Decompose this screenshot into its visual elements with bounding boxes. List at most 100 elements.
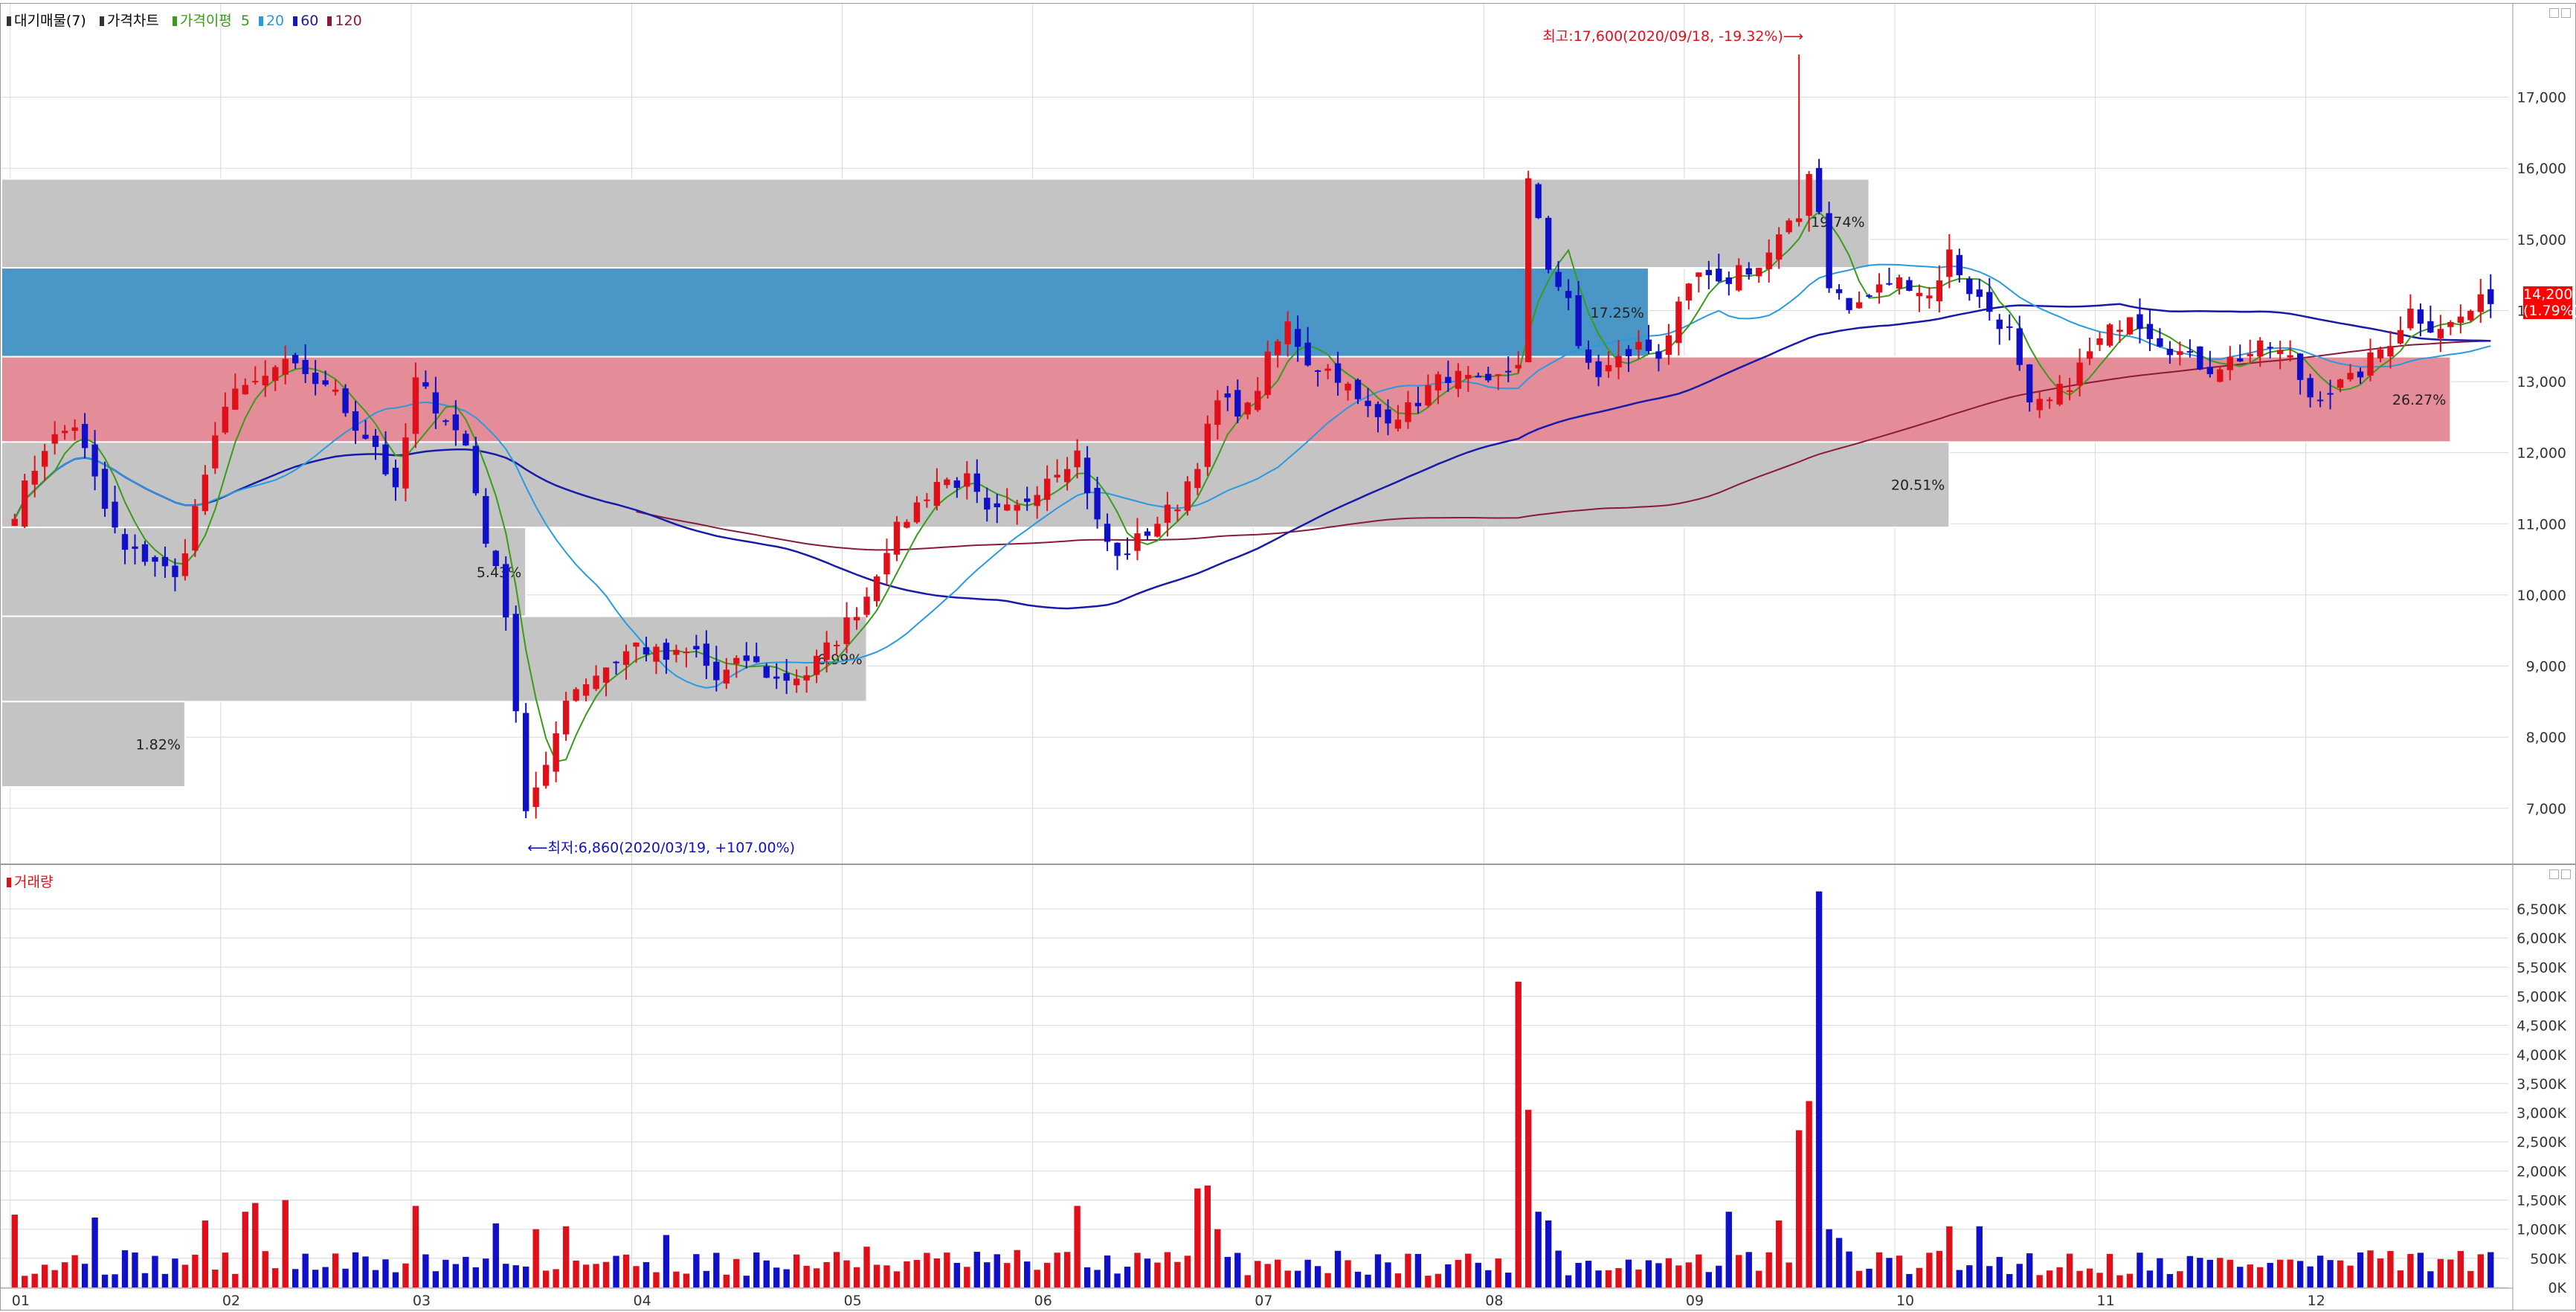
candle-body <box>1394 419 1402 429</box>
candle-body <box>452 414 460 431</box>
volume-bar <box>553 1269 559 1287</box>
candle-body <box>1345 383 1351 390</box>
volume-bar <box>713 1252 720 1287</box>
volume-bar <box>1314 1266 1321 1287</box>
volume-bar <box>1234 1252 1241 1287</box>
volume-bar <box>1976 1226 1983 1287</box>
volume-bar <box>483 1258 489 1287</box>
candle-body <box>1074 450 1081 468</box>
volume-bar <box>181 1264 189 1287</box>
volume-bar <box>964 1267 970 1287</box>
volume-bar <box>2217 1258 2224 1287</box>
volume-axis-tick-label: 6,000K <box>2517 930 2566 947</box>
candle-body <box>51 434 58 444</box>
volume-axis-tick-label: 2,500K <box>2517 1134 2566 1151</box>
candle-body <box>392 467 399 488</box>
candle-body <box>2056 384 2063 405</box>
volume-bar <box>2086 1268 2093 1287</box>
candle-body <box>2106 324 2113 346</box>
legend-price-chart[interactable]: 가격차트 <box>99 13 164 29</box>
x-axis-month-label: 11 <box>2097 1293 2115 1309</box>
volume-panel-maximize-button[interactable] <box>2561 869 2571 879</box>
volume-bar <box>944 1252 950 1287</box>
volume-bar <box>503 1264 509 1287</box>
panel-maximize-button[interactable] <box>2561 8 2571 18</box>
volume-bar <box>1545 1220 1552 1287</box>
candle-body <box>402 437 409 489</box>
volume-bar <box>2337 1260 2344 1287</box>
candle-body <box>1475 376 1481 378</box>
candle-body <box>22 480 28 527</box>
volume-panel-minimize-button[interactable] <box>2549 869 2559 879</box>
volume-bar <box>653 1272 660 1287</box>
candle-body <box>1385 409 1391 424</box>
candle-body <box>342 388 349 414</box>
candle-body <box>523 713 529 811</box>
candle-body <box>1655 351 1662 359</box>
volume-bar <box>202 1220 209 1287</box>
candle-body <box>1896 277 1903 289</box>
candle-body <box>693 646 700 650</box>
volume-bar <box>1725 1212 1732 1287</box>
x-axis-month-label: 06 <box>1034 1293 1052 1309</box>
candle-body <box>2086 351 2093 359</box>
volume-panel-window-buttons <box>2547 869 2571 882</box>
candle-body <box>653 646 660 662</box>
supply-zone-percent-label: 1.82% <box>136 737 181 753</box>
candle-body <box>1405 402 1411 422</box>
volume-bar <box>192 1254 199 1287</box>
volume-bar <box>1255 1261 1261 1287</box>
candle-body <box>1525 178 1532 362</box>
supply-zone-bar <box>1 527 527 617</box>
volume-bar <box>1425 1276 1432 1287</box>
x-axis-month-label: 07 <box>1255 1293 1272 1309</box>
volume-chart-panel[interactable]: 거래량 0K 500K 1,000K 1,500K 2,000K 2,500K 3,000K… <box>0 864 2576 1311</box>
volume-bar <box>1996 1256 2003 1287</box>
candle-body <box>1976 289 1983 298</box>
volume-bar <box>1745 1252 1752 1287</box>
volume-bar <box>1414 1253 1422 1287</box>
volume-bar <box>532 1229 539 1287</box>
volume-bar <box>1354 1271 1362 1287</box>
candle-body <box>1204 423 1211 467</box>
candle-body <box>1455 370 1462 389</box>
candle-body <box>1966 278 1973 295</box>
legend-moving-average[interactable]: 가격이평 5 20 60 120 <box>172 13 367 29</box>
candle-body <box>1264 351 1271 396</box>
volume-bar <box>1595 1270 1602 1287</box>
volume-bar <box>1615 1268 1622 1287</box>
volume-axis-tick-label: 1,500K <box>2517 1193 2566 1209</box>
volume-bar <box>2307 1266 2313 1287</box>
candle-body <box>1765 252 1772 269</box>
volume-bar <box>2036 1275 2043 1287</box>
volume-bar <box>1806 1101 1812 1287</box>
volume-bar <box>1334 1250 1342 1287</box>
volume-bar <box>442 1259 449 1287</box>
volume-bar <box>51 1270 58 1287</box>
volume-bar <box>582 1264 590 1287</box>
volume-bar <box>1705 1272 1713 1287</box>
candle-body <box>582 684 590 696</box>
volume-bar <box>282 1200 289 1287</box>
price-chart-panel[interactable]: 대기매물(7) 가격차트 가격이평 5 20 60 120 14,200 (1.… <box>0 3 2576 864</box>
volume-bar <box>2126 1273 2134 1287</box>
candle-body <box>2116 329 2123 332</box>
volume-bar <box>1194 1188 1201 1287</box>
candle-body <box>1414 402 1422 407</box>
legend-supply-zone[interactable]: 대기매물(7) <box>7 13 91 29</box>
volume-bar <box>973 1252 980 1287</box>
candle-body <box>2397 329 2404 344</box>
candle-body <box>1926 295 1933 299</box>
candle-body <box>1776 234 1783 260</box>
volume-bar <box>1063 1252 1071 1287</box>
volume-bar <box>1054 1252 1060 1287</box>
volume-bar <box>693 1254 700 1287</box>
volume-bar <box>904 1261 910 1287</box>
panel-minimize-button[interactable] <box>2549 8 2559 18</box>
candle-body <box>723 669 730 684</box>
volume-bar <box>803 1265 810 1287</box>
volume-bar <box>1916 1267 1923 1287</box>
candle-body <box>2337 379 2344 388</box>
volume-bar <box>312 1270 319 1287</box>
volume-bar <box>562 1226 570 1287</box>
